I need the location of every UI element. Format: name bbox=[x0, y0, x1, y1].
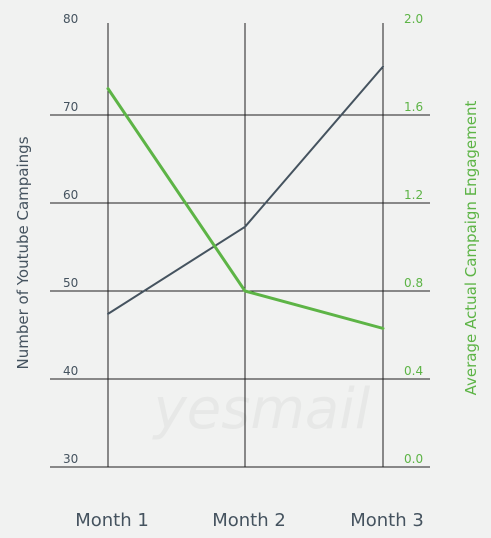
left-tick-label: 60 bbox=[63, 188, 78, 202]
left-tick-label: 80 bbox=[63, 12, 78, 26]
grid-lines bbox=[50, 23, 430, 468]
category-labels: Month 1 Month 2 Month 3 bbox=[75, 510, 424, 531]
right-axis-ticks: 2.0 1.6 1.2 0.8 0.4 0.0 bbox=[404, 12, 423, 466]
left-tick-label: 30 bbox=[63, 452, 78, 466]
right-tick-label: 0.4 bbox=[404, 364, 423, 378]
right-tick-label: 2.0 bbox=[404, 12, 423, 26]
category-label: Month 3 bbox=[350, 510, 424, 531]
category-label: Month 1 bbox=[75, 510, 149, 531]
left-axis-ticks: 80 70 60 50 40 30 bbox=[63, 12, 78, 466]
series-line-2 bbox=[106, 87, 385, 330]
right-tick-label: 0.8 bbox=[404, 276, 423, 290]
watermark-text: yesmail bbox=[152, 377, 371, 442]
category-label: Month 2 bbox=[212, 510, 286, 531]
right-tick-label: 1.2 bbox=[404, 188, 423, 202]
left-axis-title: Number of Youtube Campaings bbox=[14, 136, 32, 369]
right-tick-label: 0.0 bbox=[404, 452, 423, 466]
left-tick-label: 40 bbox=[63, 364, 78, 378]
right-tick-label: 1.6 bbox=[404, 100, 423, 114]
series-line-1 bbox=[107, 65, 384, 315]
right-axis-title: Average Actual Campaign Engagement bbox=[462, 101, 480, 396]
left-tick-label: 50 bbox=[63, 276, 78, 290]
left-tick-label: 70 bbox=[63, 100, 78, 114]
series-lines bbox=[106, 65, 385, 330]
